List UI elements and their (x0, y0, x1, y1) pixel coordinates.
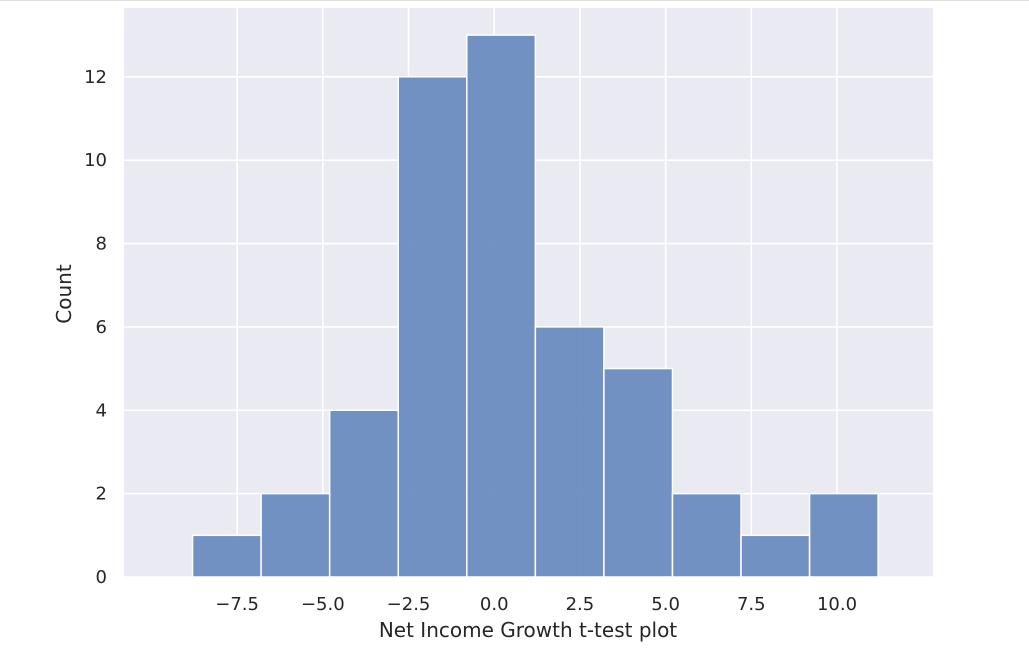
y-tick-labels: 0 2 4 6 8 10 12 (84, 67, 107, 588)
histogram-bar-1 (191, 534, 262, 578)
y-tick-label: 12 (84, 67, 107, 88)
histogram-bar-9 (740, 534, 811, 578)
histogram-bar-6 (534, 326, 605, 578)
histogram-bar-10 (808, 492, 879, 578)
x-tick-label: 2.5 (566, 594, 595, 615)
histogram-bar-8 (671, 492, 742, 578)
x-tick-label: −7.5 (215, 594, 259, 615)
x-tick-labels: −7.5 −5.0 −2.5 0.0 2.5 5.0 7.5 10.0 (215, 594, 857, 615)
y-tick-label: 6 (96, 317, 107, 338)
x-tick-label: 5.0 (651, 594, 680, 615)
histogram-bar-5 (466, 34, 537, 578)
histogram-bar-4 (397, 76, 468, 578)
x-tick-label: 10.0 (817, 594, 857, 615)
y-tick-label: 8 (96, 234, 107, 255)
histogram-bars (191, 34, 879, 578)
y-axis-label: Count (52, 264, 76, 324)
histogram-bar-2 (260, 492, 331, 578)
y-tick-label: 0 (96, 567, 107, 588)
x-tick-label: −2.5 (387, 594, 431, 615)
x-tick-label: −5.0 (301, 594, 345, 615)
x-axis-label: Net Income Growth t-test plot (379, 618, 677, 642)
y-tick-label: 10 (84, 150, 107, 171)
y-tick-label: 2 (96, 484, 107, 505)
x-tick-label: 7.5 (737, 594, 766, 615)
y-tick-label: 4 (96, 400, 107, 421)
x-tick-label: 0.0 (480, 594, 509, 615)
histogram-bar-7 (603, 367, 674, 578)
histogram-bar-3 (328, 409, 399, 578)
top-divider (0, 0, 1029, 1)
